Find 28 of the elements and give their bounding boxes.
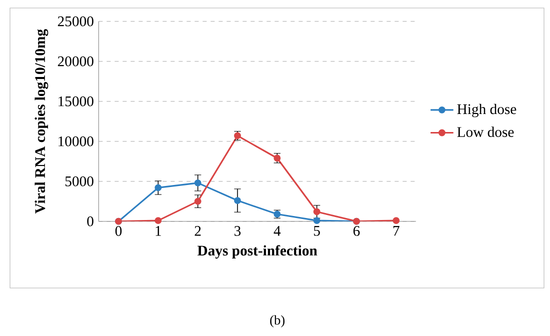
point [234,197,241,204]
point [274,154,281,162]
y-axis-title: Viral RNA copies log10/10mg [34,29,48,214]
x-tick-label: 5 [314,226,320,236]
point [313,208,320,216]
y-tick-label: 0 [87,216,94,226]
point [392,217,400,224]
legend-label: High dose [457,104,516,118]
legend-label: Low dose [457,126,514,137]
point [194,198,202,205]
text: (b) [270,315,285,328]
point [154,184,162,192]
x-tick-label: 6 [353,226,360,236]
point [194,179,202,186]
y-tick-label: 15000 [58,96,94,106]
x-tick-label: 0 [115,226,122,236]
x-tick-label: 2 [194,226,201,236]
point [313,217,320,224]
y-tick-label: 10000 [58,136,94,146]
y-tick-label: 25000 [58,16,94,26]
y-tick-label: 5000 [65,176,94,186]
x-axis-title: Days post-infection [197,245,318,259]
x-tick-label: 7 [393,226,400,236]
y-tick-label: 20000 [58,56,94,66]
point [154,217,162,224]
x-tick-label: 4 [274,226,281,236]
x-tick-label: 3 [234,226,241,236]
x-tick-label: 1 [156,226,161,236]
